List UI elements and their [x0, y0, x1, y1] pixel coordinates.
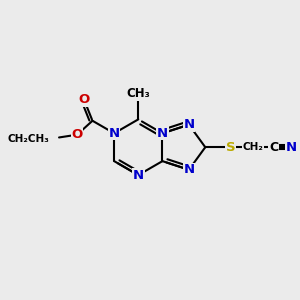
Text: O: O: [71, 128, 83, 141]
Text: N: N: [183, 163, 194, 176]
Text: CH₂: CH₂: [242, 142, 263, 152]
Text: C: C: [269, 141, 278, 154]
Text: N: N: [286, 141, 297, 154]
Text: CH₂CH₃: CH₂CH₃: [8, 134, 49, 144]
Text: N: N: [157, 127, 168, 140]
Text: CH₃: CH₃: [126, 87, 150, 100]
Text: S: S: [226, 141, 235, 154]
Text: O: O: [79, 93, 90, 106]
Text: N: N: [133, 169, 144, 182]
Text: N: N: [109, 127, 120, 140]
Text: N: N: [183, 118, 194, 131]
